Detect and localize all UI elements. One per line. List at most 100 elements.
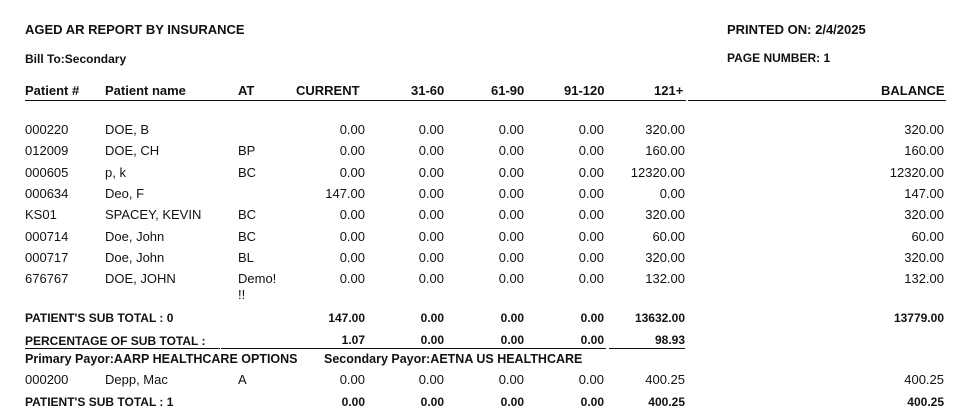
subtotal-121-plus: 400.25	[648, 395, 685, 409]
cell-61-90: 0.00	[498, 143, 524, 159]
cell-current: 0.00	[339, 164, 365, 180]
cell-61-90: 0.00	[498, 164, 524, 180]
percentage-121-plus: 98.93	[654, 333, 685, 347]
secondary-payor: Secondary Payor:AETNA US HEALTHCARE	[324, 352, 583, 366]
cell-patient-name: DOE, JOHN	[105, 271, 176, 287]
subtotal-121-plus: 13632.00	[634, 311, 685, 325]
col-61-90: 61-90	[491, 83, 525, 98]
cell-91-120: 0.00	[578, 164, 604, 180]
col-current: CURRENT	[296, 83, 360, 98]
cell-61-90: 0.00	[498, 372, 524, 387]
cell-31-60: 0.00	[418, 143, 444, 159]
cell-61-90: 0.00	[498, 122, 524, 137]
cell-balance: 147.00	[904, 185, 944, 201]
percentage-61-90: 0.00	[500, 333, 524, 347]
cell-balance: 160.00	[904, 143, 944, 159]
bill-to: Bill To:Secondary	[25, 52, 127, 66]
subtotal-balance: 13779.00	[893, 311, 944, 325]
cell-patient-name: DOE, B	[105, 122, 150, 137]
cell-91-120: 0.00	[578, 143, 604, 159]
col-31-60: 31-60	[411, 83, 445, 98]
col-91-120: 91-120	[564, 83, 605, 98]
cell-current: 0.00	[339, 249, 365, 265]
percentage-91-120: 0.00	[580, 333, 604, 347]
cell-patient-name: Deo, F	[105, 185, 145, 201]
cell-current: 0.00	[339, 143, 365, 159]
percentage-label: PERCENTAGE OF SUB TOTAL :	[25, 334, 206, 348]
page-number: PAGE NUMBER: 1	[727, 51, 831, 65]
cell-balance: 320.00	[904, 122, 944, 137]
cell-121-plus: 12320.00	[630, 164, 685, 180]
cell-at: BP	[238, 143, 256, 159]
cell-balance: 320.00	[904, 249, 944, 265]
cell-balance: 320.00	[904, 207, 944, 223]
cell-31-60: 0.00	[418, 122, 444, 137]
cell-31-60: 0.00	[418, 185, 444, 201]
cell-121-plus: 320.00	[645, 207, 685, 223]
cell-balance: 132.00	[904, 271, 944, 287]
cell-61-90: 0.00	[498, 249, 524, 265]
cell-current: 0.00	[339, 372, 365, 387]
cell-91-120: 0.00	[578, 207, 604, 223]
cell-31-60: 0.00	[418, 249, 444, 265]
cell-patient-name: p, k	[105, 164, 126, 180]
cell-31-60: 0.00	[418, 372, 444, 387]
cell-121-plus: 320.00	[645, 249, 685, 265]
cell-91-120: 0.00	[578, 249, 604, 265]
subtotal-current: 0.00	[341, 395, 365, 409]
header-underline-left	[25, 100, 686, 101]
cell-patient-number: 000605	[25, 164, 69, 180]
cell-patient-number: 000714	[25, 228, 69, 244]
cell-at: BC	[238, 164, 257, 180]
col-balance: BALANCE	[881, 83, 945, 98]
subtotal-31-60: 0.00	[420, 395, 444, 409]
cell-patient-number: 676767	[25, 271, 69, 287]
subtotal-61-90: 0.00	[500, 395, 524, 409]
cell-121-plus: 320.00	[645, 122, 685, 137]
subtotal-91-120: 0.00	[580, 311, 604, 325]
cell-patient-name: Doe, John	[105, 249, 165, 265]
subtotal-label: PATIENT'S SUB TOTAL : 0	[25, 311, 174, 325]
header-underline-right	[688, 100, 946, 101]
percentage-underline-left	[25, 348, 220, 349]
cell-31-60: 0.00	[418, 271, 444, 287]
cell-balance: 60.00	[911, 228, 944, 244]
cell-at: Demo!	[238, 271, 277, 287]
cell-121-plus: 400.25	[645, 372, 685, 387]
cell-patient-number: 000717	[25, 249, 69, 265]
cell-61-90: 0.00	[498, 207, 524, 223]
subtotal-31-60: 0.00	[420, 311, 444, 325]
cell-91-120: 0.00	[578, 122, 604, 137]
cell-patient-number: KS01	[25, 207, 57, 223]
cell-balance: 400.25	[904, 372, 944, 387]
cell-91-120: 0.00	[578, 228, 604, 244]
col-patient-number: Patient #	[25, 83, 80, 98]
cell-121-plus: 132.00	[645, 271, 685, 287]
cell-at: A	[238, 372, 247, 387]
subtotal-61-90: 0.00	[500, 311, 524, 325]
report-title: AGED AR REPORT BY INSURANCE	[25, 22, 245, 37]
cell-current: 0.00	[339, 228, 365, 244]
cell-121-plus: 160.00	[645, 143, 685, 159]
cell-at: BC	[238, 228, 257, 244]
cell-91-120: 0.00	[578, 271, 604, 287]
cell-at: BL	[238, 249, 254, 265]
cell-current: 0.00	[339, 207, 365, 223]
cell-current: 0.00	[339, 122, 365, 137]
cell-61-90: 0.00	[498, 228, 524, 244]
cell-current: 147.00	[325, 185, 365, 201]
subtotal-current: 147.00	[328, 311, 365, 325]
cell-patient-number: 000634	[25, 185, 69, 201]
primary-payor: Primary Payor:AARP HEALTHCARE OPTIONS	[25, 352, 298, 366]
cell-61-90: 0.00	[498, 185, 524, 201]
col-at: AT	[238, 83, 255, 98]
cell-61-90: 0.00	[498, 271, 524, 287]
cell-31-60: 0.00	[418, 228, 444, 244]
cell-91-120: 0.00	[578, 185, 604, 201]
cell-at-continued: !!	[238, 287, 246, 303]
cell-patient-name: Depp, Mac	[105, 372, 168, 387]
cell-121-plus: 60.00	[652, 228, 685, 244]
cell-91-120: 0.00	[578, 372, 604, 387]
percentage-underline-mid	[221, 348, 606, 349]
cell-patient-name: DOE, CH	[105, 143, 160, 159]
